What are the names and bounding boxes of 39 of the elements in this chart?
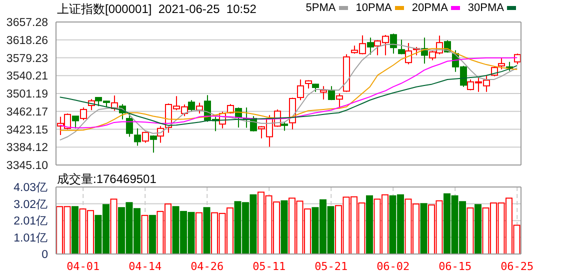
- bar: [420, 203, 428, 254]
- bar: [110, 198, 118, 254]
- bar: [466, 207, 474, 254]
- x-tick-label: 05-21: [314, 260, 348, 273]
- chart-title: 成交量:176469501: [57, 171, 156, 188]
- y-tick-label: 3501.19: [6, 88, 48, 101]
- y-tick-label: 3345.10: [6, 160, 48, 172]
- y-tick-label: 3.02亿: [14, 198, 48, 211]
- x-tick-label: 06-02: [376, 260, 410, 273]
- legend-label: 5PMA: [306, 2, 336, 14]
- y-tick-label: 1.01亿: [14, 231, 48, 244]
- x-tick-label: 04-01: [66, 260, 100, 273]
- bar: [141, 214, 148, 254]
- x-tick-label: 04-14: [128, 260, 162, 273]
- y-tick-label: 4.03亿: [14, 181, 48, 194]
- x-tick-label: 05-11: [252, 260, 286, 273]
- y-tick-label: 3618.26: [6, 34, 48, 47]
- y-tick-label: 3384.12: [6, 142, 48, 154]
- y-tick-label: 3423.15: [6, 124, 48, 136]
- bar: [72, 206, 78, 254]
- y-tick-label: 0: [42, 249, 48, 262]
- bar: [149, 214, 156, 254]
- x-tick-label: 06-15: [438, 260, 472, 273]
- y-tick-label: 3540.21: [6, 70, 48, 83]
- y-tick-label: 3462.17: [6, 106, 48, 118]
- y-tick-label: 2.01亿: [14, 214, 48, 228]
- legend-label: 10PMA: [356, 2, 392, 14]
- chart-title: 上证指数[000001] 2021-06-25 10:52: [57, 1, 256, 18]
- x-tick-label: 06-25: [500, 260, 534, 273]
- bar: [366, 195, 373, 254]
- bar: [280, 200, 288, 254]
- x-tick-label: 04-26: [190, 260, 224, 273]
- bar: [474, 204, 482, 254]
- y-tick-label: 3657.28: [6, 17, 48, 30]
- legend-label: 20PMA: [412, 2, 448, 14]
- bar: [203, 207, 210, 254]
- bar: [196, 212, 202, 254]
- legend-label: 30PMA: [468, 2, 504, 14]
- y-tick-label: 3579.23: [6, 52, 48, 65]
